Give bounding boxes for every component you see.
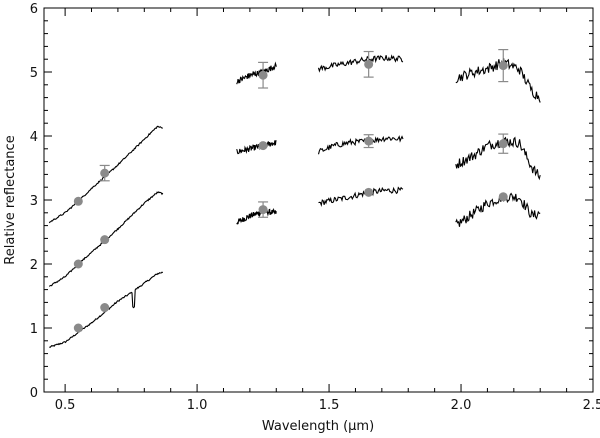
spectrum-segment bbox=[236, 140, 277, 155]
photometry-point bbox=[498, 61, 508, 71]
y-tick-label: 2 bbox=[30, 258, 38, 273]
photometry-point bbox=[364, 187, 374, 197]
spectrum-segment bbox=[455, 192, 541, 227]
photometry-point bbox=[100, 303, 110, 313]
x-tick-label: 2.0 bbox=[451, 398, 472, 413]
spectrum-segment bbox=[318, 186, 404, 208]
y-tick-label: 3 bbox=[30, 194, 38, 209]
spectrum-segment bbox=[236, 61, 277, 85]
x-tick-label: 0.5 bbox=[55, 398, 76, 413]
spectrum-segment bbox=[317, 135, 404, 155]
spectrum-segment bbox=[317, 54, 404, 73]
photometry-point bbox=[100, 235, 110, 245]
photometry-point bbox=[73, 196, 83, 206]
photometry-point bbox=[258, 70, 268, 80]
y-tick-label: 1 bbox=[30, 322, 38, 337]
photometry-point bbox=[498, 139, 508, 149]
photometry-point bbox=[100, 168, 110, 178]
x-axis-label: Wavelength (μm) bbox=[262, 419, 374, 434]
spectrum-segment bbox=[455, 136, 541, 181]
x-tick-label: 1.0 bbox=[187, 398, 208, 413]
y-tick-label: 4 bbox=[30, 130, 38, 145]
photometry-point bbox=[258, 205, 268, 215]
y-tick-labels: 0 1 2 3 4 5 6 bbox=[30, 2, 38, 401]
axis-ticks bbox=[44, 7, 594, 393]
photometry-point bbox=[364, 136, 374, 146]
spectrum-segment bbox=[236, 207, 277, 225]
x-tick-labels: 0.5 1.0 1.5 2.0 2.5 bbox=[55, 398, 600, 413]
x-tick-label: 1.5 bbox=[319, 398, 340, 413]
spectrum-segment bbox=[455, 58, 541, 103]
photometry-point bbox=[258, 141, 268, 151]
photometry-point bbox=[73, 259, 83, 269]
y-tick-label: 0 bbox=[30, 386, 38, 401]
x-tick-label: 2.5 bbox=[583, 398, 600, 413]
y-tick-label: 5 bbox=[30, 66, 38, 81]
y-tick-label: 6 bbox=[30, 2, 38, 17]
photometry-point bbox=[498, 192, 508, 202]
plot-area bbox=[48, 48, 541, 348]
y-axis-label: Relative reflectance bbox=[3, 135, 18, 264]
photometry-point bbox=[73, 323, 83, 333]
photometry-point bbox=[364, 59, 374, 69]
